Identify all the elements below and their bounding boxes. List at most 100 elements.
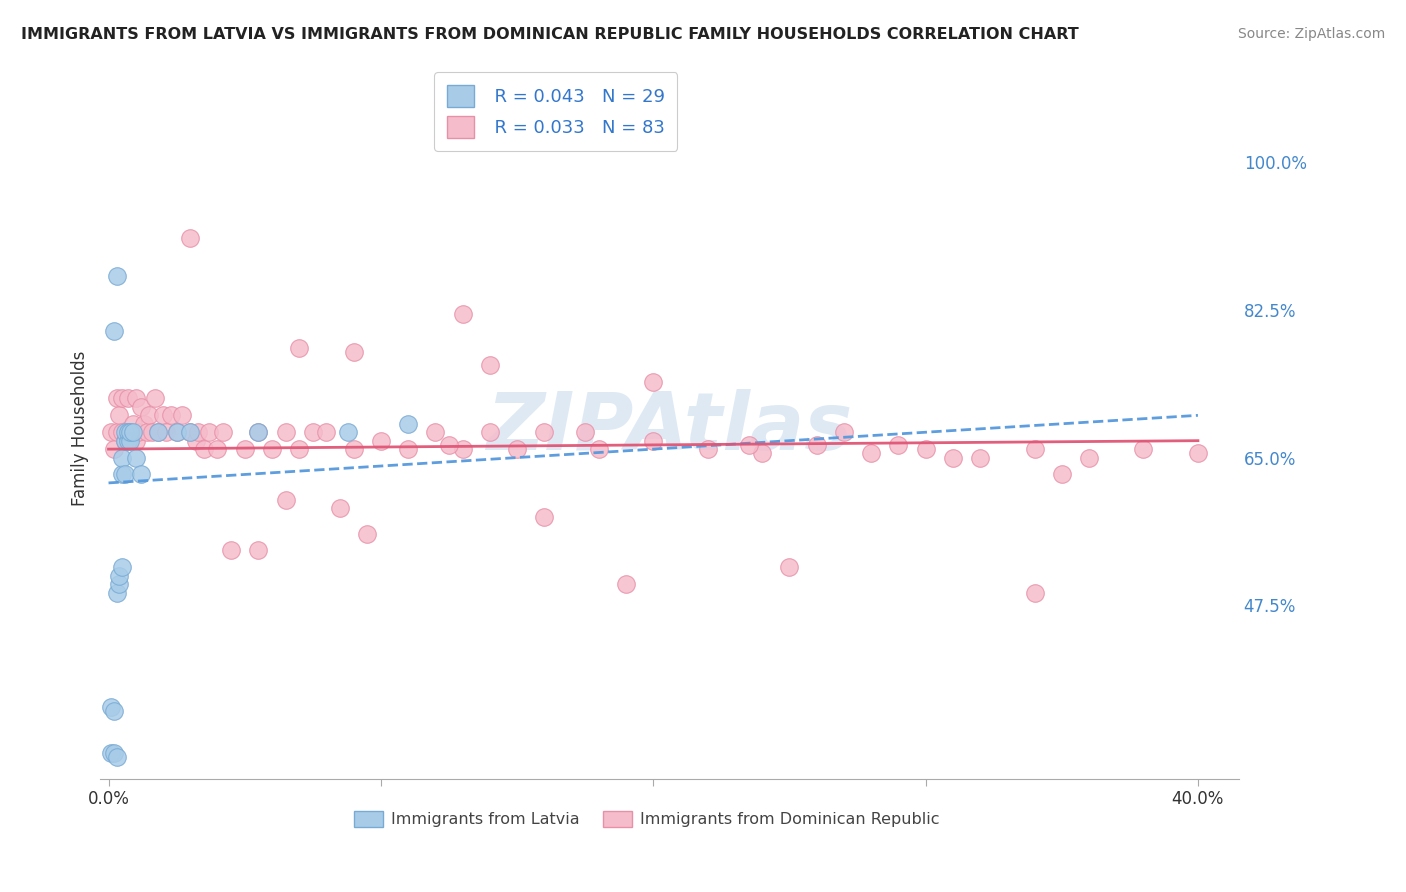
Point [356, 526, 378, 541]
Point [1024, 585, 1046, 599]
Point [127, 425, 149, 440]
Point [193, 442, 215, 457]
Point [125, 450, 148, 465]
Point [396, 442, 419, 457]
Point [105, 585, 128, 599]
Point [187, 425, 209, 440]
Point [184, 434, 207, 448]
Point [122, 425, 145, 440]
Point [588, 442, 610, 457]
Point [301, 425, 323, 440]
Point [343, 442, 366, 457]
Point [533, 425, 555, 440]
Point [212, 425, 235, 440]
Point [806, 438, 828, 452]
Point [315, 425, 337, 440]
Point [120, 425, 142, 440]
Text: IMMIGRANTS FROM LATVIA VS IMMIGRANTS FROM DOMINICAN REPUBLIC FAMILY HOUSEHOLDS C: IMMIGRANTS FROM LATVIA VS IMMIGRANTS FRO… [21, 27, 1078, 42]
Point [478, 358, 501, 372]
Legend: Immigrants from Latvia, Immigrants from Dominican Republic: Immigrants from Latvia, Immigrants from … [347, 805, 946, 834]
Point [179, 425, 201, 440]
Point [329, 501, 352, 516]
Text: Source: ZipAtlas.com: Source: ZipAtlas.com [1237, 27, 1385, 41]
Point [155, 425, 177, 440]
Point [117, 434, 139, 448]
Point [143, 392, 166, 406]
Point [778, 560, 800, 574]
Point [643, 434, 665, 448]
Point [129, 400, 152, 414]
Point [451, 442, 474, 457]
Point [751, 446, 773, 460]
Point [1078, 450, 1101, 465]
Point [396, 417, 419, 431]
Point [111, 467, 134, 482]
Point [122, 417, 145, 431]
Point [1187, 446, 1209, 460]
Point [1132, 442, 1154, 457]
Point [451, 307, 474, 321]
Point [105, 750, 128, 764]
Text: ZIPAtlas: ZIPAtlas [486, 389, 852, 467]
Point [233, 442, 256, 457]
Point [343, 345, 366, 359]
Point [111, 425, 134, 440]
Point [1050, 467, 1073, 482]
Point [111, 450, 134, 465]
Point [103, 442, 125, 457]
Point [120, 425, 142, 440]
Point [247, 425, 270, 440]
Point [135, 425, 157, 440]
Point [860, 446, 883, 460]
Point [146, 425, 169, 440]
Point [288, 442, 311, 457]
Point [425, 425, 447, 440]
Point [114, 467, 136, 482]
Point [103, 704, 125, 718]
Point [1024, 442, 1046, 457]
Point [533, 509, 555, 524]
Point [100, 699, 122, 714]
Point [274, 492, 297, 507]
Point [274, 425, 297, 440]
Point [219, 543, 242, 558]
Point [942, 450, 965, 465]
Point [100, 746, 122, 760]
Point [125, 434, 148, 448]
Point [914, 442, 936, 457]
Point [141, 425, 163, 440]
Y-axis label: Family Households: Family Households [72, 351, 89, 506]
Point [146, 425, 169, 440]
Point [643, 375, 665, 389]
Point [105, 425, 128, 440]
Point [198, 425, 221, 440]
Point [969, 450, 991, 465]
Point [207, 442, 229, 457]
Point [574, 425, 596, 440]
Point [129, 467, 152, 482]
Point [114, 434, 136, 448]
Point [120, 434, 142, 448]
Point [614, 577, 637, 591]
Point [114, 425, 136, 440]
Point [179, 231, 201, 245]
Point [832, 425, 855, 440]
Point [166, 425, 188, 440]
Point [108, 569, 131, 583]
Point [111, 392, 134, 406]
Point [506, 442, 529, 457]
Point [179, 425, 201, 440]
Point [170, 409, 193, 423]
Point [288, 341, 311, 355]
Point [103, 324, 125, 338]
Point [260, 442, 283, 457]
Point [105, 392, 128, 406]
Point [247, 425, 270, 440]
Point [138, 409, 160, 423]
Point [737, 438, 759, 452]
Point [117, 392, 139, 406]
Point [100, 425, 122, 440]
Point [696, 442, 718, 457]
Point [478, 425, 501, 440]
Point [108, 577, 131, 591]
